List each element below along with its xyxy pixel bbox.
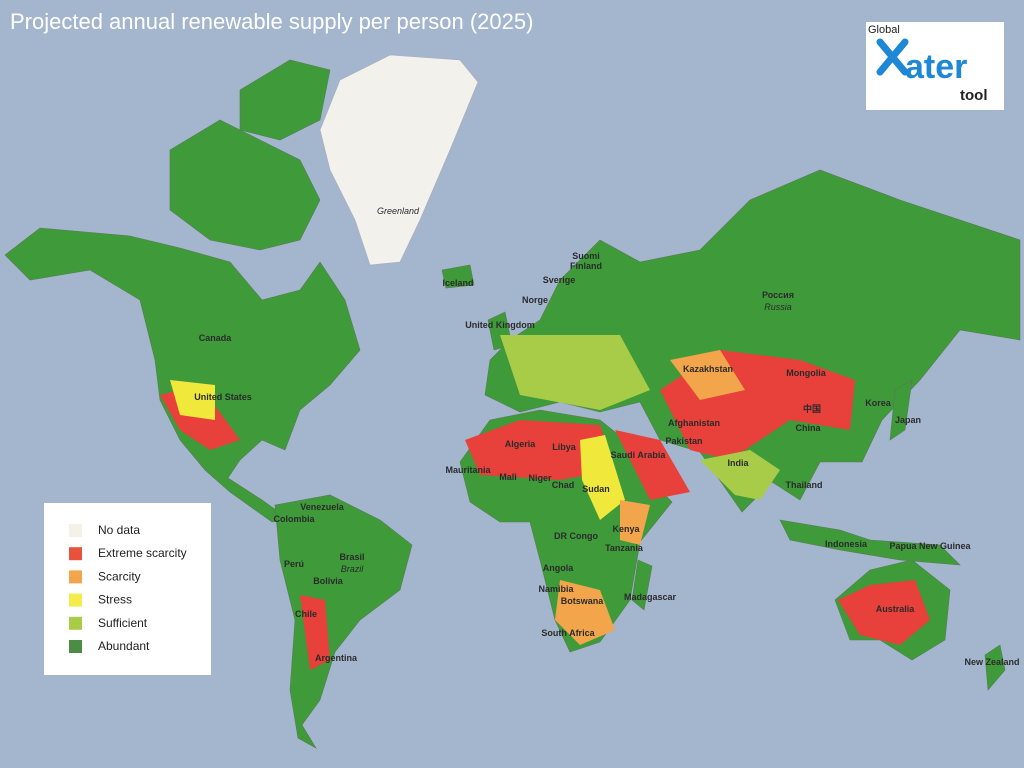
map-label: Mali: [499, 472, 517, 482]
map-label: Botswana: [561, 596, 605, 606]
map-label: Russia: [764, 302, 792, 312]
legend-swatch: [69, 524, 82, 537]
map-label: DR Congo: [554, 531, 598, 541]
map-label: India: [727, 458, 749, 468]
map-label: Sudan: [582, 484, 610, 494]
legend-label: Scarcity: [98, 569, 141, 583]
legend-label: Stress: [98, 593, 132, 607]
map-label: Россия: [762, 290, 794, 300]
map-label: Kenya: [612, 524, 640, 534]
map-label: Sverige: [543, 275, 576, 285]
logo-bottom: tool: [960, 87, 988, 104]
map-label: Colombia: [273, 514, 315, 524]
map-label: 中国: [803, 403, 821, 414]
legend-swatch: [69, 570, 82, 584]
map-label: Angola: [543, 563, 574, 573]
legend-label: Extreme scarcity: [98, 546, 187, 560]
map-label: Perú: [284, 559, 304, 569]
logo-main: ater: [905, 48, 967, 86]
map-label: Venezuela: [300, 502, 345, 512]
legend-swatch: [69, 640, 82, 653]
map-label: Indonesia: [825, 539, 868, 549]
map-label: Finland: [570, 261, 602, 271]
map-label: United Kingdom: [465, 320, 535, 330]
map-label: Suomi: [572, 251, 600, 261]
map-label: Pakistan: [665, 436, 702, 446]
map-label: New Zealand: [964, 657, 1019, 667]
map-label: Kazakhstan: [683, 364, 733, 374]
map-label: Madagascar: [624, 592, 677, 602]
map-label: South Africa: [541, 628, 595, 638]
map-label: China: [795, 423, 821, 433]
map-label: Australia: [876, 604, 916, 614]
map-label: Namibia: [538, 584, 574, 594]
map-label: Mongolia: [786, 368, 826, 378]
map-label: Niger: [528, 473, 552, 483]
map-label: Norge: [522, 295, 548, 305]
map-label: Chile: [295, 609, 317, 619]
map-label: Tanzania: [605, 543, 644, 553]
logo-top: Global: [868, 24, 900, 36]
map-label: Canada: [199, 333, 233, 343]
map-label: Thailand: [785, 480, 822, 490]
legend-swatch: [69, 593, 82, 607]
map-label: Iceland: [442, 278, 473, 288]
legend: No data Extreme scarcity Scarcity Stress Suf…: [44, 503, 211, 675]
legend-label: Sufficient: [98, 616, 148, 630]
map-label: Papua New Guinea: [889, 541, 971, 551]
scarcity-patches: [160, 335, 930, 670]
map-label: Algeria: [505, 439, 537, 449]
land: [4, 54, 1021, 749]
legend-label: No data: [98, 523, 140, 537]
map-label: Saudi Arabia: [611, 450, 667, 460]
map-labels: Greenland Iceland Canada United States V…: [194, 206, 1019, 667]
map-label: Brazil: [341, 564, 365, 574]
logo-icon: [876, 38, 909, 76]
legend-swatch: [69, 547, 82, 561]
map-label: Libya: [552, 442, 577, 452]
legend-swatch: [69, 616, 82, 630]
logo: Global ater tool: [866, 22, 1004, 110]
map-label: Greenland: [377, 206, 420, 216]
map-label: Korea: [865, 398, 892, 408]
map-label: Chad: [552, 480, 575, 490]
map-label: Bolivia: [313, 576, 344, 586]
map-label: Brasil: [339, 552, 364, 562]
title: Projected annual renewable supply per pe…: [10, 9, 533, 34]
map-label: Mauritania: [445, 465, 491, 475]
map-label: Afghanistan: [668, 418, 720, 428]
map-label: Argentina: [315, 653, 358, 663]
map-label: United States: [194, 392, 252, 402]
map-label: Japan: [895, 415, 921, 425]
legend-label: Abundant: [98, 639, 150, 653]
